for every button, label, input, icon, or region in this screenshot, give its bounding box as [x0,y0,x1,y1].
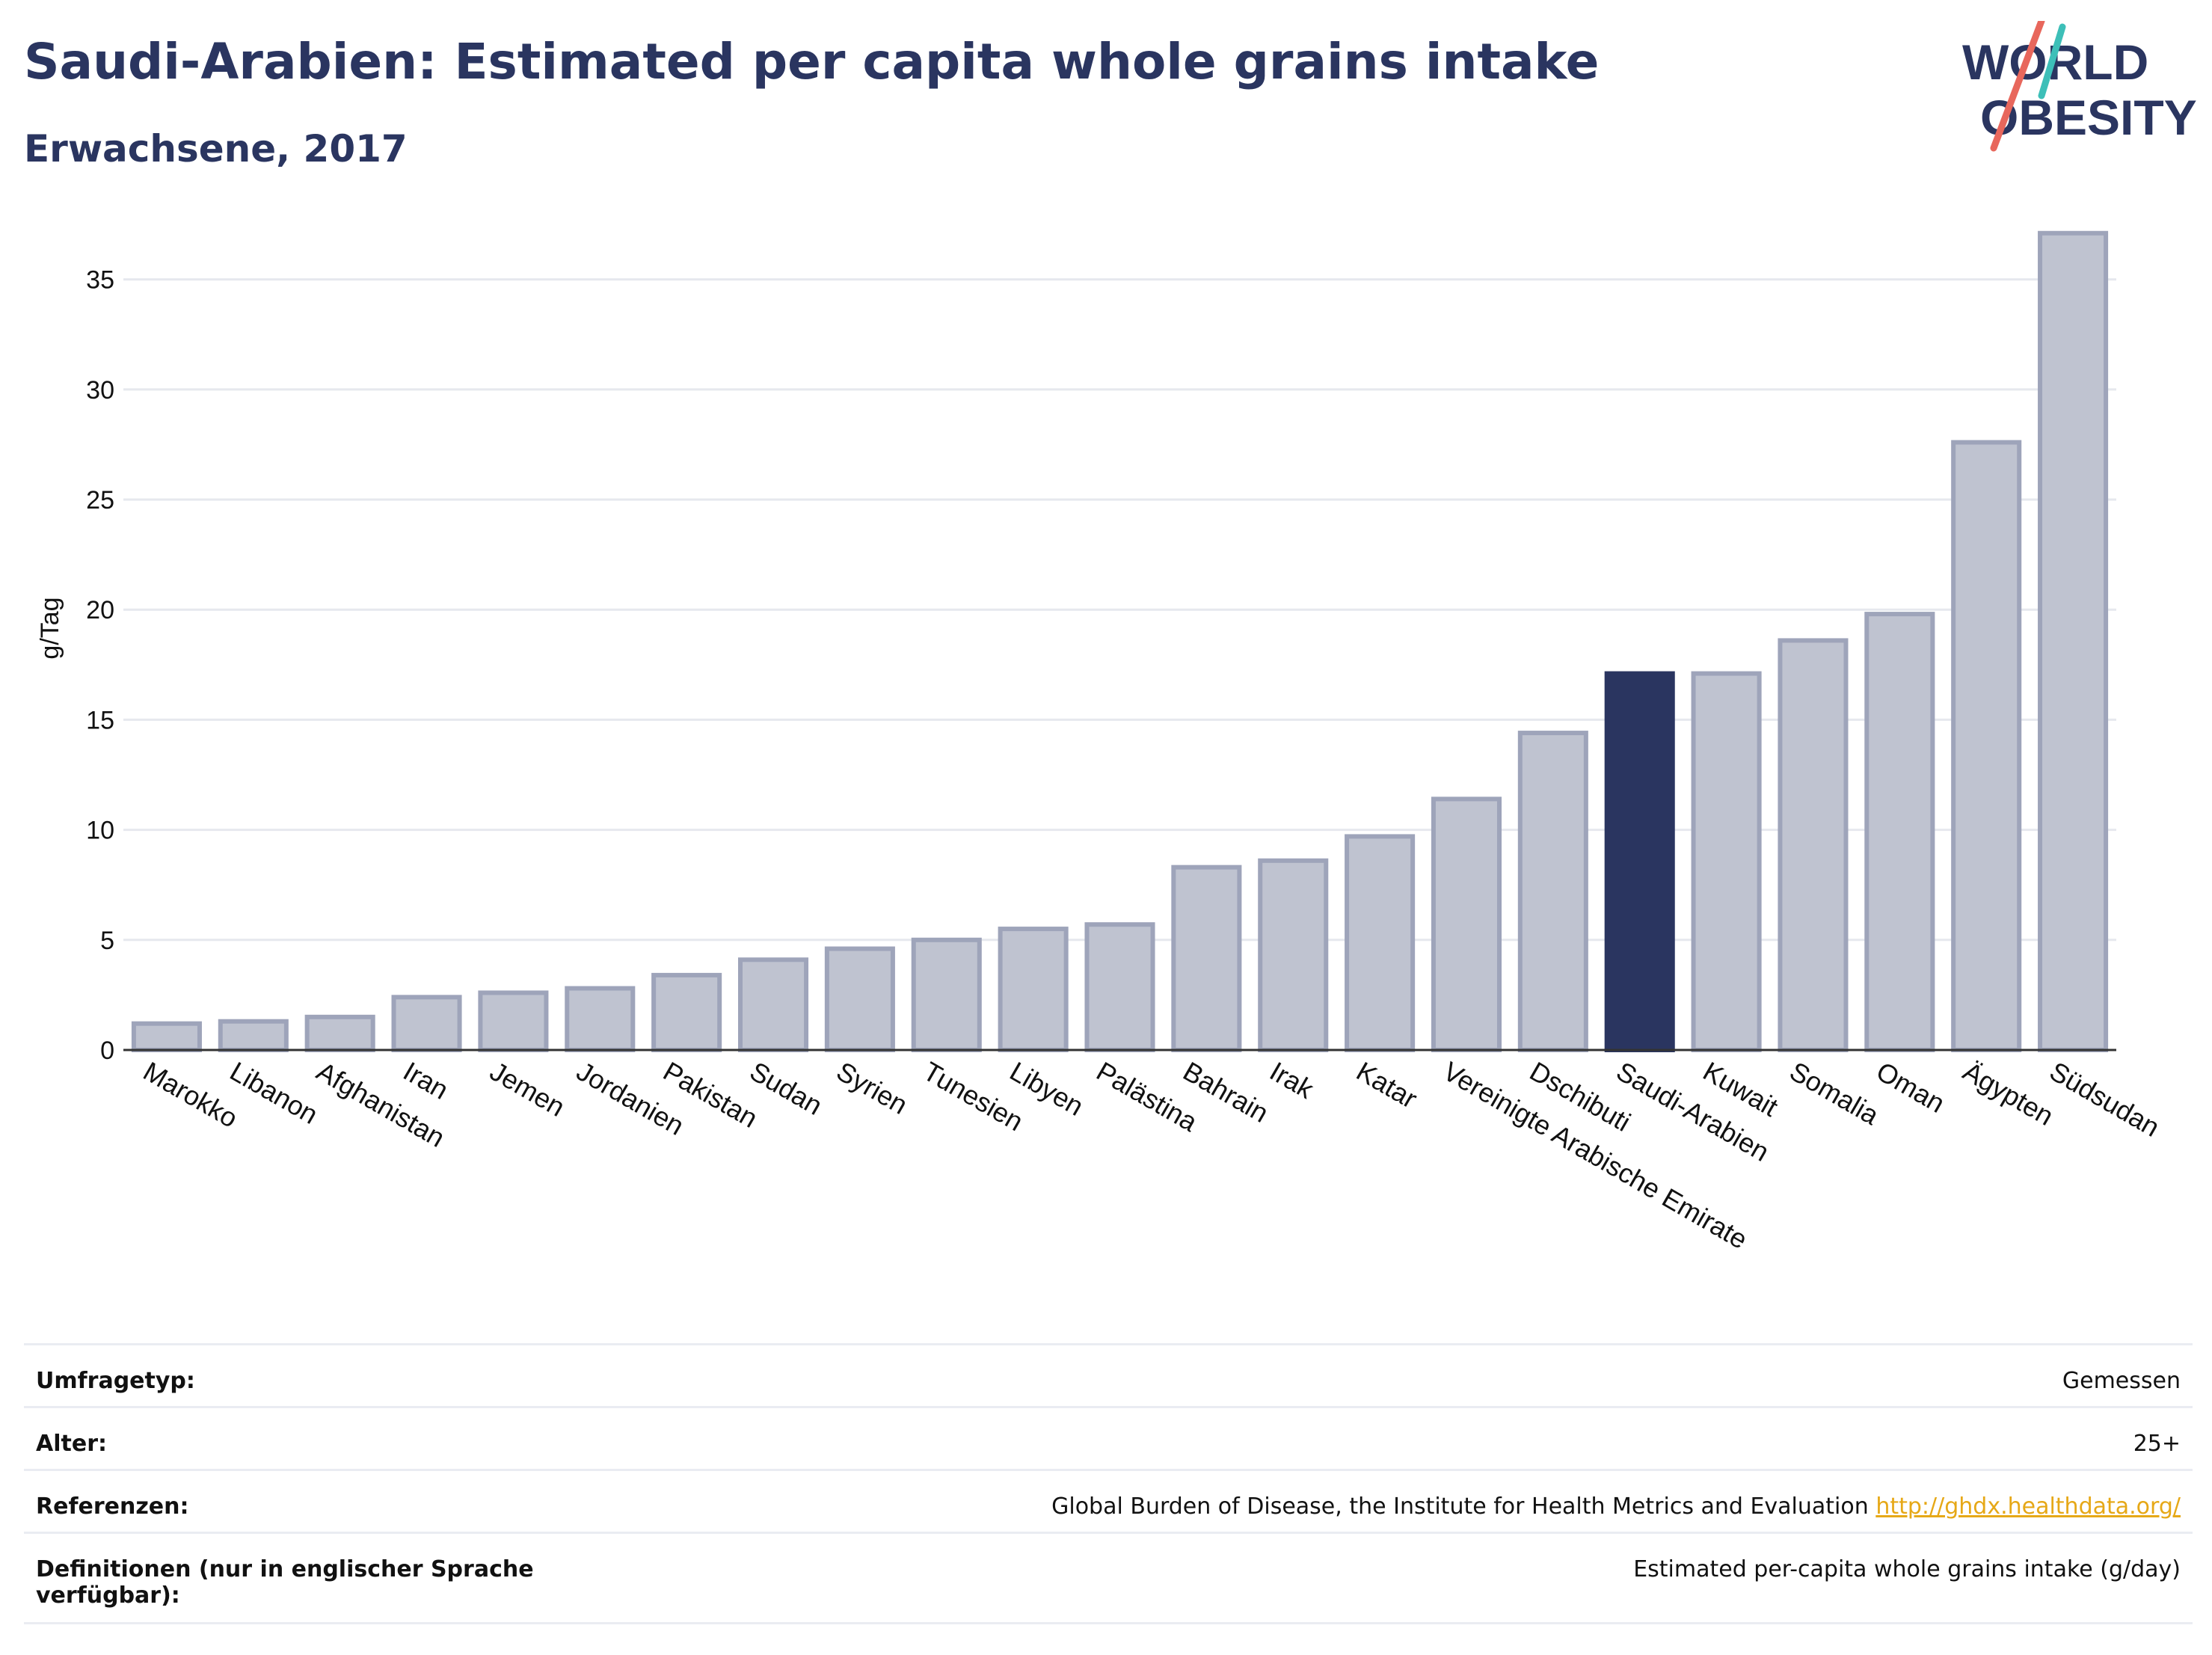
reference-link[interactable]: http://ghdx.healthdata.org/ [1875,1493,2181,1520]
bar-afghanistan [307,1017,373,1050]
footer-value-text: Gemessen [2062,1368,2181,1394]
x-tick-label: Marokko [138,1055,243,1134]
x-tick-label: Südsudan [2044,1055,2165,1143]
y-tick-label: 15 [86,706,114,734]
footer-label: Umfragetyp: [36,1368,195,1394]
bar-vereinigte-arabische-emirate [1434,799,1499,1050]
footer-label: Alter: [36,1431,107,1457]
footer-value-text: Estimated per-capita whole grains intake… [1633,1556,2181,1582]
bar-libyen [1001,929,1066,1050]
x-tick-label: Iran [399,1055,454,1105]
y-tick-label: 5 [100,927,114,955]
footer-row: Alter: 25+ [24,1406,2193,1469]
footer-value: Estimated per-capita whole grains intake… [1633,1556,2181,1582]
footer-value: 25+ [2133,1431,2181,1457]
bar-jemen [480,992,546,1050]
x-tick-label: Syrien [832,1055,913,1120]
y-tick-label: 0 [100,1037,114,1065]
footer-value-text: Global Burden of Disease, the Institute … [1051,1493,1869,1520]
bar-libanon [221,1022,286,1050]
bar-tunesien [914,940,980,1050]
footer-value: Gemessen [2062,1368,2181,1394]
chart-footer: Umfragetyp: Gemessen Alter: 25+ Referenzen: G… [24,1343,2193,1624]
bar-bahrain [1173,868,1239,1050]
x-tick-label: Tunesien [918,1055,1029,1137]
y-axis-ticks: 0 5 10 15 20 25 30 35 [86,266,114,1065]
bar-oman [1867,614,1932,1050]
footer-value-text: 25+ [2133,1431,2181,1457]
x-tick-label: Somalia [1784,1055,1884,1131]
x-tick-label: Oman [1871,1055,1950,1119]
footer-row: Referenzen: Global Burden of Disease, the… [24,1469,2193,1532]
bar-palästina [1087,924,1152,1050]
bar-dschibuti [1520,733,1586,1050]
bar-jordanien [567,989,633,1050]
bar-sudan [740,959,806,1050]
y-tick-label: 35 [86,266,114,295]
bar-pakistan [654,975,719,1050]
bar-syrien [827,949,893,1050]
y-tick-label: 25 [86,486,114,515]
footer-row: Definitionen (nur in englischer Sprache … [24,1532,2193,1624]
y-tick-label: 20 [86,596,114,624]
footer-label: Referenzen: [36,1493,189,1520]
footer-value: Global Burden of Disease, the Institute … [1051,1493,2181,1520]
bar-ägypten [1953,442,2019,1050]
bar-somalia [1780,640,1846,1050]
bar-kuwait [1694,674,1760,1050]
footer-row: Umfragetyp: Gemessen [24,1343,2193,1406]
bar-katar [1347,836,1413,1050]
bar-iran [394,997,460,1050]
bar-südsudan [2040,233,2106,1050]
bar-marokko [134,1024,200,1050]
x-tick-label: Katar [1351,1055,1422,1114]
bar-saudi-arabien [1607,674,1673,1050]
bar-irak [1260,861,1326,1050]
x-tick-label: Irak [1265,1055,1319,1105]
x-tick-label: Ägypten [1958,1055,2059,1132]
x-tick-label: Jemen [485,1055,570,1123]
y-tick-label: 10 [86,817,114,845]
footer-label: Definitionen (nur in englischer Sprache … [36,1556,559,1609]
y-tick-label: 30 [86,376,114,405]
y-axis-label: g/Tag [36,597,64,659]
x-tick-label: Libanon [225,1055,323,1130]
chart-bars [134,233,2106,1050]
